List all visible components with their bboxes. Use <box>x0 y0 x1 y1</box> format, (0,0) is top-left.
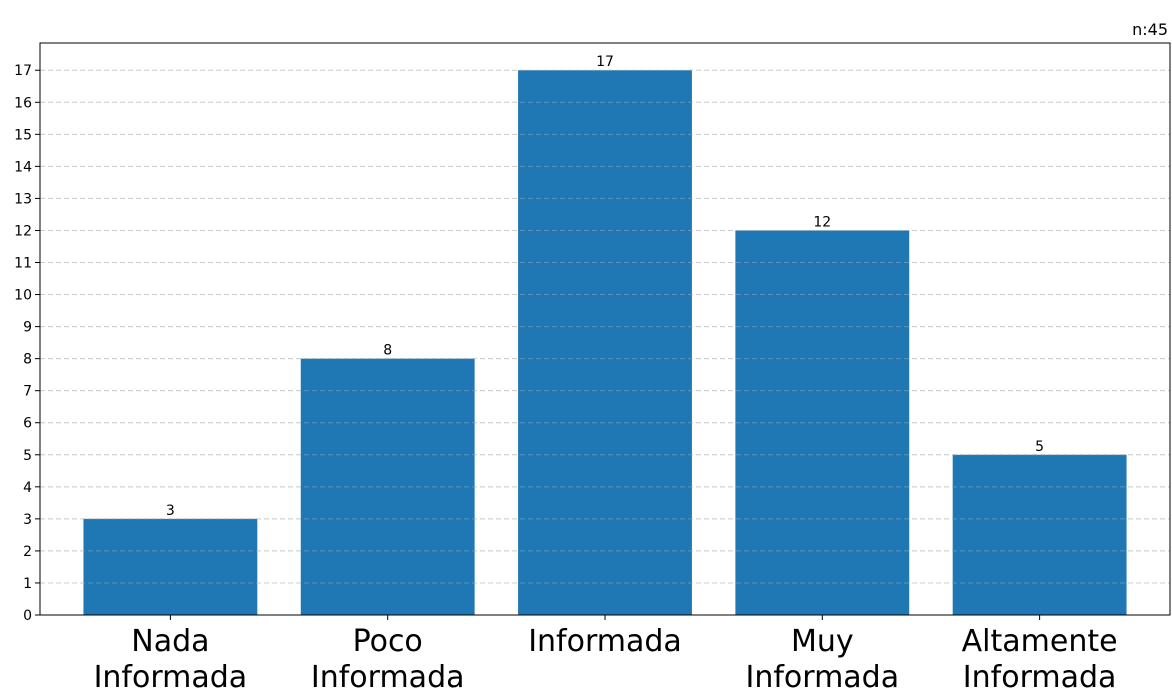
y-tick-label-12: 12 <box>14 223 32 239</box>
y-tick-label-4: 4 <box>23 480 32 496</box>
y-tick-label-17: 17 <box>14 63 32 79</box>
data-label-1: 8 <box>383 343 392 359</box>
bar-2 <box>518 70 692 615</box>
axes <box>35 42 1171 620</box>
category-label-0: Nada Informada <box>94 624 248 695</box>
category-label-1: Poco Informada <box>311 624 465 695</box>
y-tick-label-13: 13 <box>14 191 32 207</box>
data-label-4: 5 <box>1035 439 1044 455</box>
y-tick-label-14: 14 <box>14 159 32 175</box>
data-label-0: 3 <box>166 503 175 519</box>
y-tick-label-8: 8 <box>23 352 32 368</box>
data-label-3: 12 <box>813 214 831 230</box>
y-tick-label-1: 1 <box>23 576 32 592</box>
bar-0 <box>83 518 258 615</box>
y-tick-label-6: 6 <box>23 416 32 432</box>
bar-4 <box>952 454 1127 615</box>
y-tick-label-5: 5 <box>23 448 32 464</box>
y-tick-label-7: 7 <box>23 384 32 400</box>
category-label-3: Muy Informada <box>745 624 899 695</box>
bar-1 <box>300 358 475 615</box>
y-tick-label-10: 10 <box>14 288 32 304</box>
sample-size-label: n:45 <box>1132 20 1168 39</box>
category-label-4: Altamente Informada <box>962 624 1118 695</box>
y-tick-label-9: 9 <box>23 320 32 336</box>
y-tick-label-2: 2 <box>23 544 32 560</box>
bars <box>40 69 1170 615</box>
y-tick-label-0: 0 <box>23 608 32 624</box>
y-tick-label-15: 15 <box>14 127 32 143</box>
y-tick-label-3: 3 <box>23 512 32 528</box>
category-label-2: Informada <box>528 624 682 659</box>
y-tick-label-11: 11 <box>14 256 32 272</box>
y-tick-label-16: 16 <box>14 95 32 111</box>
data-label-2: 17 <box>596 54 614 70</box>
bar-3 <box>735 230 910 615</box>
